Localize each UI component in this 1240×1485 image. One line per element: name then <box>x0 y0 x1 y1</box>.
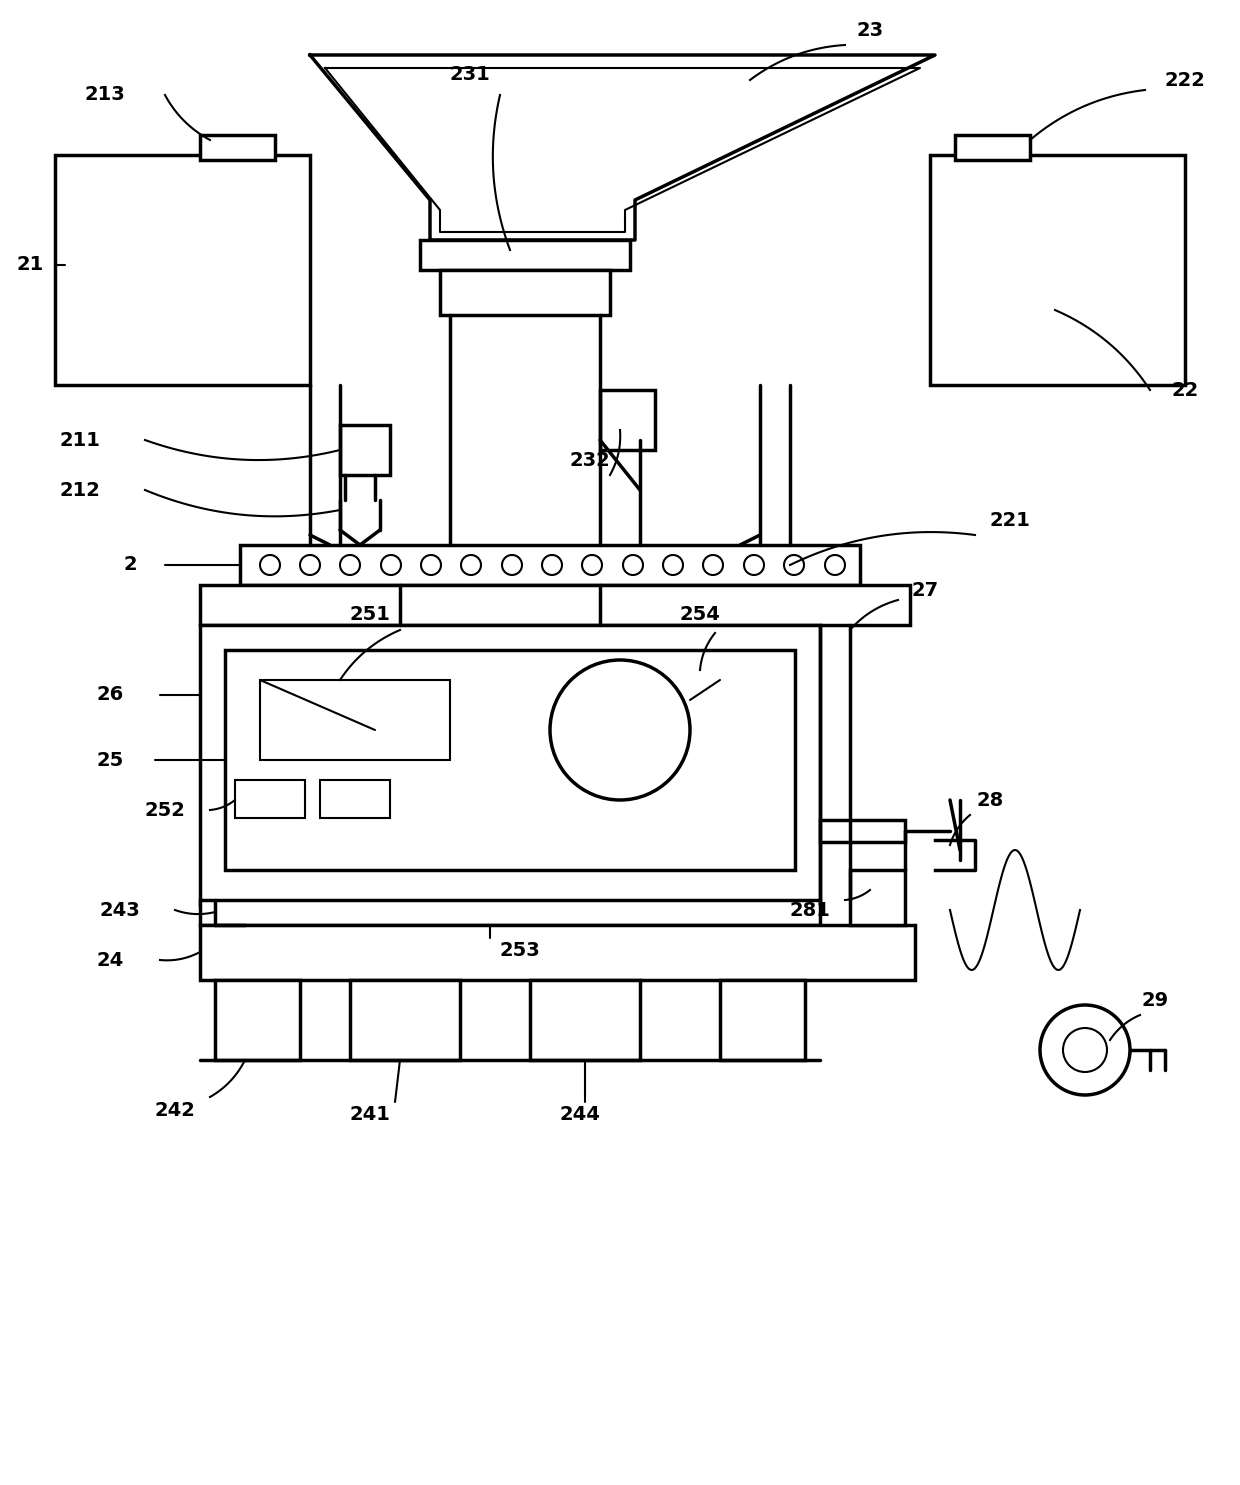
Text: 281: 281 <box>790 900 831 919</box>
Text: 213: 213 <box>84 86 125 104</box>
Bar <box>241 545 861 585</box>
Bar <box>260 680 450 760</box>
Bar <box>340 425 391 475</box>
Bar <box>200 900 820 925</box>
Text: 212: 212 <box>60 481 100 499</box>
Bar <box>200 135 275 160</box>
Bar <box>849 870 905 925</box>
Bar <box>200 625 820 904</box>
Text: 211: 211 <box>60 431 100 450</box>
Bar <box>55 154 310 385</box>
Text: 221: 221 <box>990 511 1030 530</box>
Bar <box>820 820 905 842</box>
Bar <box>600 391 655 450</box>
Text: 29: 29 <box>1142 990 1168 1010</box>
Text: 244: 244 <box>559 1105 600 1124</box>
Bar <box>529 980 640 1060</box>
Bar <box>215 980 300 1060</box>
Text: 24: 24 <box>97 950 124 970</box>
Bar <box>200 585 910 625</box>
Text: 253: 253 <box>500 940 541 959</box>
Text: 243: 243 <box>99 900 140 919</box>
Text: 26: 26 <box>97 686 124 704</box>
Text: 27: 27 <box>911 581 939 600</box>
Bar <box>320 780 391 818</box>
Text: 21: 21 <box>16 255 43 275</box>
Text: 251: 251 <box>350 606 391 625</box>
Text: 23: 23 <box>857 21 884 40</box>
Polygon shape <box>940 849 985 870</box>
Bar <box>200 925 915 980</box>
Text: 254: 254 <box>680 606 720 625</box>
Bar <box>350 980 460 1060</box>
Bar <box>420 241 630 270</box>
Text: 28: 28 <box>976 790 1003 809</box>
Bar <box>236 780 305 818</box>
Text: 231: 231 <box>450 65 490 85</box>
Text: 25: 25 <box>97 750 124 769</box>
Text: 241: 241 <box>350 1105 391 1124</box>
Bar <box>930 154 1185 385</box>
Text: 2: 2 <box>123 555 136 575</box>
Bar <box>224 650 795 870</box>
Text: 22: 22 <box>1172 380 1199 399</box>
Text: 222: 222 <box>1164 70 1205 89</box>
Bar <box>720 980 805 1060</box>
Bar <box>440 270 610 315</box>
Bar <box>955 135 1030 160</box>
Text: 242: 242 <box>155 1100 196 1120</box>
Text: 232: 232 <box>569 450 610 469</box>
Text: 252: 252 <box>145 800 186 820</box>
